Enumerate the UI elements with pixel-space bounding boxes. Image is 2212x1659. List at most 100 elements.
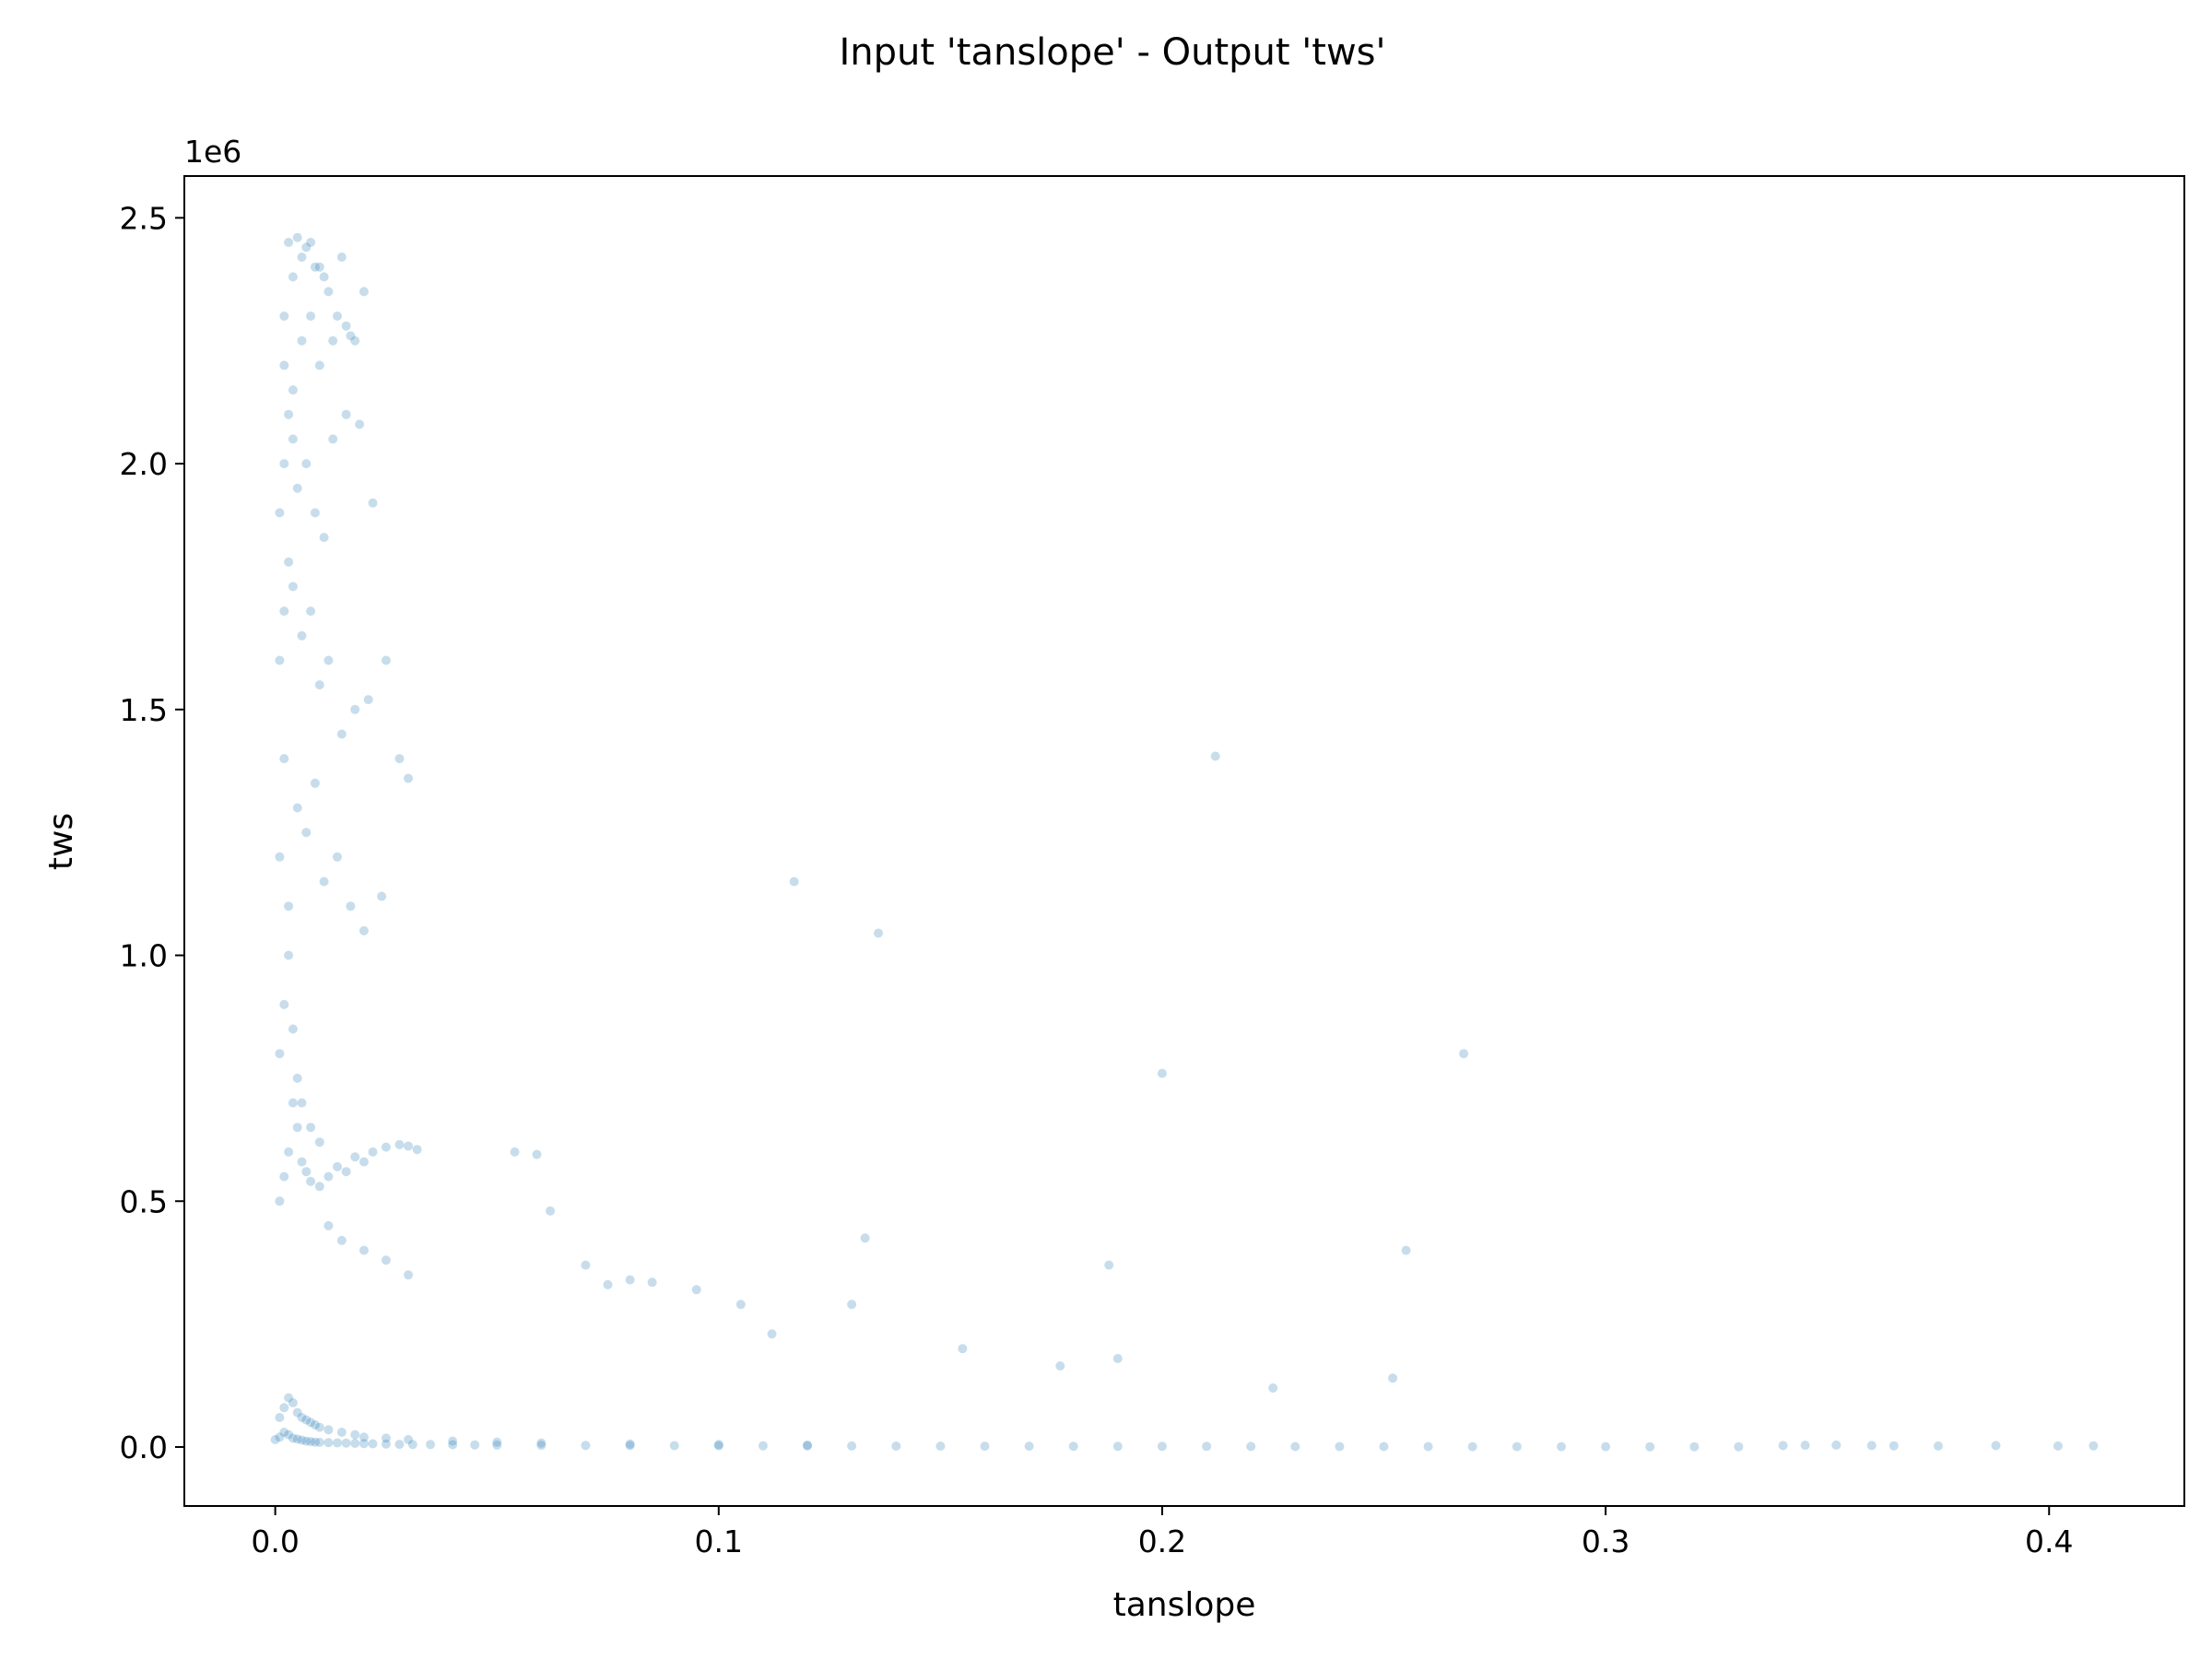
data-point xyxy=(306,1418,316,1428)
y-tick-label: 0.5 xyxy=(120,1183,168,1219)
data-point xyxy=(350,1439,360,1448)
data-point xyxy=(288,1433,298,1443)
data-point xyxy=(767,1329,777,1339)
data-point xyxy=(803,1441,812,1451)
data-point xyxy=(292,232,302,242)
data-point xyxy=(1157,1441,1167,1452)
data-point xyxy=(288,1098,298,1108)
data-point xyxy=(891,1441,901,1451)
data-point xyxy=(404,1141,413,1151)
data-point xyxy=(279,360,289,371)
data-point xyxy=(1210,751,1220,761)
data-point xyxy=(288,1398,298,1407)
data-point xyxy=(381,1439,391,1449)
data-point xyxy=(350,704,360,714)
data-point xyxy=(381,1433,391,1443)
data-point xyxy=(314,1422,324,1432)
data-point xyxy=(1888,1441,1899,1451)
data-point xyxy=(279,606,289,617)
data-point xyxy=(1379,1441,1389,1452)
data-point xyxy=(1112,1441,1123,1452)
data-point xyxy=(270,1435,280,1444)
data-point xyxy=(470,1440,480,1450)
data-point xyxy=(394,1440,405,1450)
data-point xyxy=(333,852,342,862)
data-point xyxy=(1401,1245,1411,1255)
data-point xyxy=(492,1440,502,1450)
data-point xyxy=(333,1438,342,1448)
data-point xyxy=(292,1434,302,1444)
data-point xyxy=(1866,1441,1877,1451)
data-point xyxy=(310,262,320,272)
data-point xyxy=(404,773,413,783)
data-point xyxy=(368,1147,378,1157)
data-point xyxy=(691,1285,701,1295)
data-point xyxy=(1423,1441,1433,1452)
data-point xyxy=(306,238,316,247)
data-point xyxy=(284,1393,294,1403)
data-point xyxy=(1459,1049,1469,1059)
data-point xyxy=(314,262,324,272)
data-point xyxy=(314,680,324,690)
data-point xyxy=(394,1139,405,1149)
data-point xyxy=(625,1439,635,1449)
data-point xyxy=(1112,1354,1123,1363)
data-point xyxy=(1024,1441,1034,1452)
data-point xyxy=(297,253,307,262)
data-point xyxy=(288,385,298,395)
data-point xyxy=(404,1270,413,1280)
data-point xyxy=(319,272,329,282)
x-tick-label: 0.3 xyxy=(1582,1524,1630,1559)
data-point xyxy=(279,754,289,764)
data-point xyxy=(341,1438,351,1448)
data-point xyxy=(314,1437,324,1447)
data-point xyxy=(359,1245,369,1255)
data-point xyxy=(346,901,356,912)
data-point xyxy=(314,1182,324,1192)
data-point xyxy=(1991,1441,2001,1451)
data-point xyxy=(275,852,285,862)
chart-title: Input 'tanslope' - Output 'tws' xyxy=(839,31,1385,74)
data-point xyxy=(532,1149,542,1159)
data-point xyxy=(713,1441,724,1451)
data-point xyxy=(310,778,320,788)
data-point xyxy=(1512,1441,1522,1452)
data-point xyxy=(301,242,312,253)
data-point xyxy=(336,1235,347,1245)
data-point xyxy=(297,1157,307,1167)
data-point xyxy=(363,695,373,705)
data-point xyxy=(874,928,883,938)
data-point xyxy=(847,1441,857,1451)
data-point xyxy=(1068,1441,1078,1452)
data-point xyxy=(546,1206,555,1216)
data-point xyxy=(297,630,307,641)
data-point xyxy=(426,1440,435,1450)
data-point xyxy=(581,1441,591,1451)
data-point xyxy=(368,498,378,508)
data-point xyxy=(647,1277,657,1288)
data-point xyxy=(328,335,338,346)
data-point xyxy=(288,434,298,444)
data-point xyxy=(297,1098,307,1108)
data-point xyxy=(297,1435,307,1445)
data-point xyxy=(1246,1441,1256,1452)
data-point xyxy=(448,1436,458,1446)
data-point xyxy=(935,1441,946,1451)
data-point xyxy=(284,557,294,567)
data-point xyxy=(306,1437,316,1447)
data-point xyxy=(324,655,334,665)
data-point xyxy=(341,321,351,331)
data-point xyxy=(306,312,316,321)
y-axis: 0.0 0.5 1.0 1.5 2.0 2.5 xyxy=(120,200,184,1465)
data-point xyxy=(336,729,347,739)
data-point xyxy=(377,891,387,901)
data-point xyxy=(1557,1441,1566,1452)
data-point xyxy=(1689,1441,1700,1452)
data-point xyxy=(536,1441,547,1451)
data-point xyxy=(324,1425,334,1435)
data-point xyxy=(381,1142,391,1152)
data-point xyxy=(625,1275,635,1285)
data-point xyxy=(279,459,289,469)
data-point xyxy=(297,1413,307,1422)
